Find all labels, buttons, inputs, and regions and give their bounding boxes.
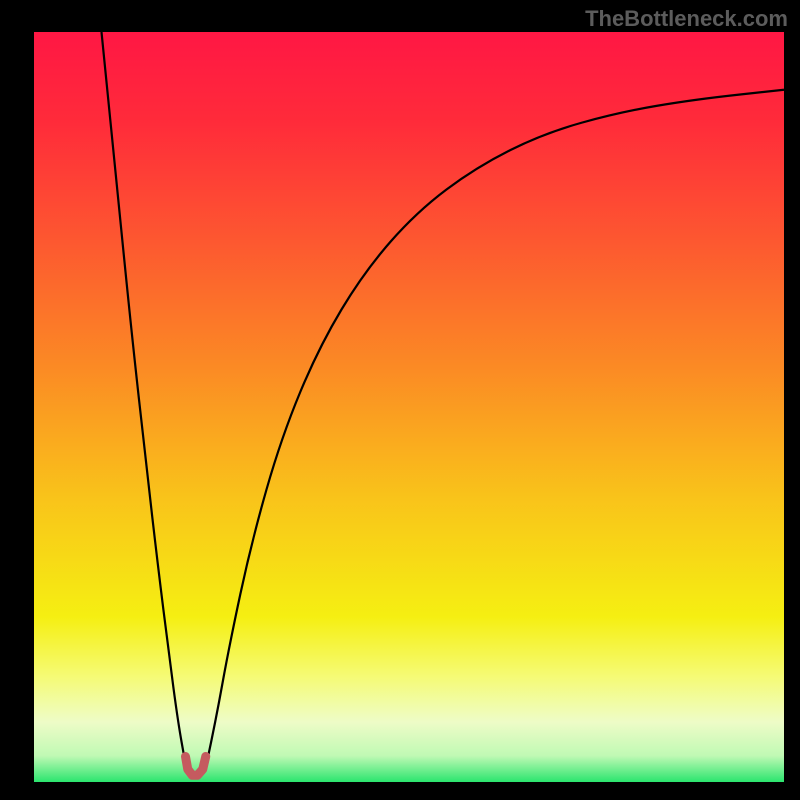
plot-svg [34,32,784,782]
watermark-text: TheBottleneck.com [585,6,788,32]
chart-root: TheBottleneck.com [0,0,800,800]
plot-area [34,32,784,782]
gradient-background [34,32,784,782]
